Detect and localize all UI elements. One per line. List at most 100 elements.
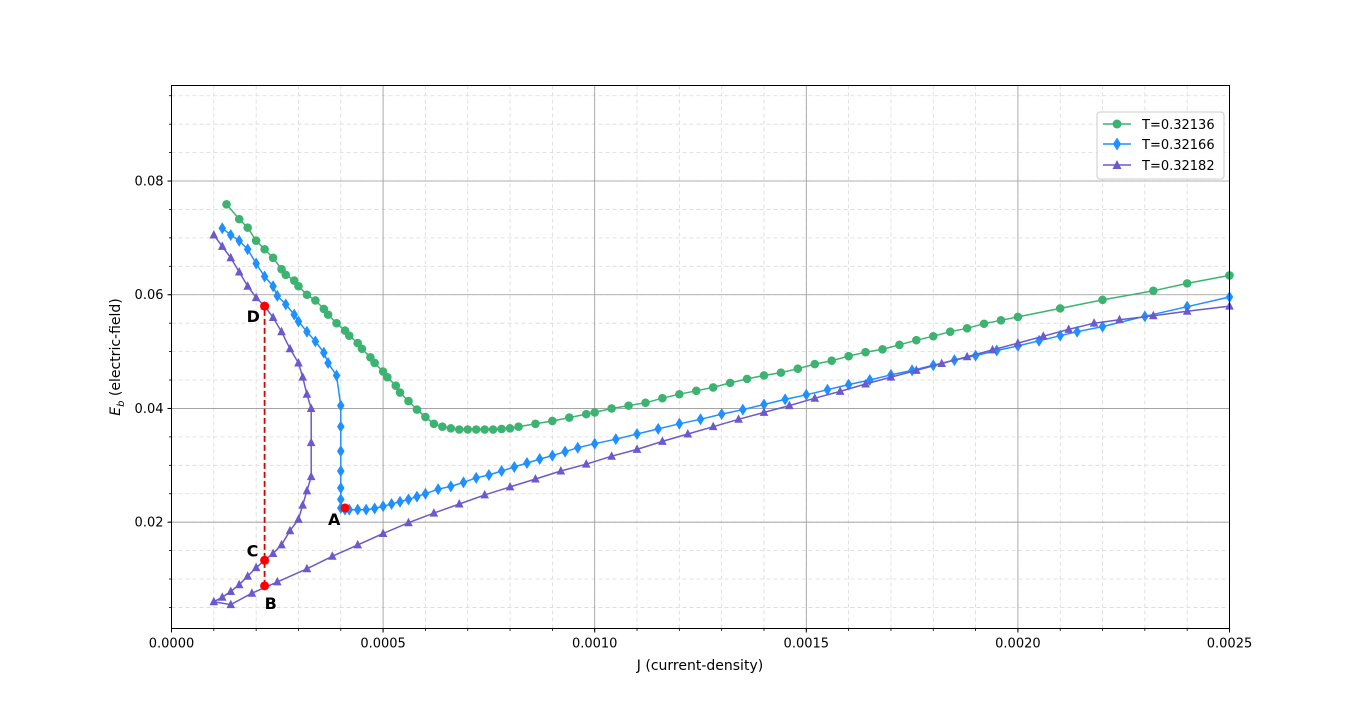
y-axis-label-sub: b <box>116 401 127 407</box>
series-3-point <box>209 596 219 606</box>
series-2-point <box>590 437 599 450</box>
series-2-point <box>675 417 684 430</box>
series-3-point <box>247 588 257 597</box>
series-2-point <box>844 378 853 391</box>
point-label-b: B <box>265 594 277 613</box>
series-3-point <box>226 599 236 609</box>
series-1-point <box>708 383 718 392</box>
series-3-point <box>429 508 439 517</box>
series-1-point <box>370 358 379 368</box>
series-2-point <box>269 280 277 293</box>
series-1-point <box>658 393 667 403</box>
series-2-point <box>320 346 328 359</box>
series-2-point <box>612 433 620 446</box>
series-1-point <box>962 323 972 333</box>
series-1-point <box>928 331 938 341</box>
series-3-point <box>505 481 515 491</box>
series-2-point <box>273 289 282 302</box>
series-3-point <box>226 586 236 596</box>
series-2-point <box>696 413 705 426</box>
series-3-point <box>328 551 337 560</box>
series-2-point <box>353 503 362 516</box>
series-2-point <box>379 500 387 513</box>
ticks-layer: 0.0000 0.0005 0.0010 0.0015 0.0020 0.0025 0.02… <box>135 95 1252 652</box>
legend-diamond-icon <box>1113 137 1121 151</box>
series-3-point <box>209 230 219 239</box>
point-label-a: A <box>328 510 341 529</box>
series-3-point <box>658 436 667 445</box>
series-2-point <box>404 493 413 506</box>
series-3-point <box>912 365 921 374</box>
series-1-point <box>581 409 591 419</box>
series-2-point <box>290 308 299 321</box>
series-3-point <box>581 459 591 468</box>
legend-circle-icon <box>1112 119 1122 129</box>
series-3-point <box>531 473 540 483</box>
series-2-point <box>336 465 345 478</box>
series-1-point <box>323 310 333 319</box>
series-2-point <box>992 344 1001 357</box>
series-2-point <box>497 465 506 478</box>
series-1-point <box>776 368 786 377</box>
series-1-point <box>268 253 278 263</box>
series-1-point <box>691 386 701 396</box>
series-2-point <box>226 229 235 242</box>
series-2-point <box>548 449 557 462</box>
series-1-point <box>412 405 422 414</box>
series-1-point <box>505 424 515 433</box>
series-2-point <box>739 403 747 416</box>
series-3-point <box>243 571 252 580</box>
legend-box <box>1096 111 1225 180</box>
legend-entry-1: T=0.32136 <box>1103 118 1215 133</box>
series-1-point <box>281 270 291 280</box>
y-axis-label-main: E <box>108 407 124 416</box>
series-1-point <box>294 281 303 291</box>
series-3-point <box>861 379 870 388</box>
series-1-point <box>234 214 244 224</box>
series-2-point <box>523 457 531 470</box>
series-1-point <box>1013 312 1023 322</box>
series-3-point <box>234 266 244 276</box>
series-1-point <box>844 351 853 361</box>
series-1-point <box>497 424 506 434</box>
series-3-point <box>277 326 286 336</box>
series-3-point <box>243 281 252 290</box>
series-2-point <box>434 483 442 496</box>
series-3-point <box>937 358 947 368</box>
series-3-point <box>306 403 316 412</box>
series-1-point <box>357 344 367 354</box>
series-3-point <box>306 437 316 447</box>
series-1-point <box>742 374 752 384</box>
series-1-point <box>810 359 820 369</box>
series-2-point <box>1098 320 1107 333</box>
series-2-point <box>781 393 789 406</box>
series-3-point <box>273 576 282 586</box>
series-1-point <box>759 371 769 380</box>
series-2-point <box>535 453 544 466</box>
series-3-point <box>251 292 261 302</box>
series-2-point <box>633 428 641 441</box>
x-tick-label: 0.0010 <box>572 637 618 652</box>
series-3-point <box>294 514 303 523</box>
series-2-point <box>218 222 227 235</box>
series-3-point <box>1149 310 1158 320</box>
series-1-point <box>531 419 540 429</box>
series-1-point <box>488 425 498 434</box>
series-3-point <box>298 500 307 509</box>
series-3-point <box>607 451 616 460</box>
series-3-point <box>226 252 236 262</box>
series-2-point <box>396 495 404 508</box>
series-2-point <box>294 315 303 328</box>
series-3-point <box>404 517 413 527</box>
series-3-point <box>268 312 278 321</box>
series-1-point <box>565 413 574 422</box>
series-1-point <box>1098 295 1107 305</box>
series-2-point <box>472 471 481 484</box>
series-3-point <box>302 563 312 573</box>
series-3-point <box>480 489 489 499</box>
point-marker-a <box>340 503 350 513</box>
series-1-point <box>480 425 489 434</box>
series-3-point <box>810 393 820 402</box>
series-3-point <box>1013 338 1023 347</box>
y-axis-label-rest: (electric-field) <box>108 298 124 400</box>
